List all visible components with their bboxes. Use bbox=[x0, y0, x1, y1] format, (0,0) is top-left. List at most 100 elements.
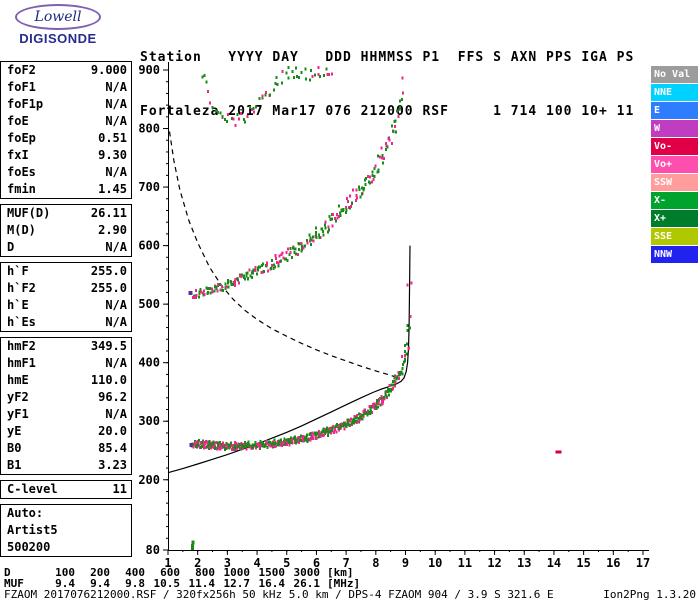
param-row: Artist5 bbox=[1, 522, 131, 539]
lowell-digisonde-logo: Lowell DIGISONDE bbox=[8, 4, 108, 46]
isolated-echo bbox=[190, 544, 194, 551]
trace-f-xmode bbox=[193, 281, 413, 449]
d-muf-cell: 12.7 bbox=[223, 577, 251, 590]
legend-item-ssw: SSW bbox=[651, 174, 698, 191]
param-value: 3.23 bbox=[98, 458, 127, 472]
param-row: B1 3.23 bbox=[1, 457, 131, 474]
param-label: yF1 bbox=[7, 407, 29, 421]
param-label: 500200 bbox=[7, 540, 51, 554]
legend-item-sse: SSE bbox=[651, 228, 698, 245]
param-group: MUF(D) 26.11 M(D) 2.90 D N/A bbox=[0, 204, 132, 257]
isolated-echo bbox=[555, 450, 562, 454]
param-row: Auto: bbox=[1, 505, 131, 522]
param-label: D bbox=[7, 240, 15, 254]
y-tick-label: 600 bbox=[138, 239, 160, 253]
param-value: N/A bbox=[105, 315, 127, 329]
param-label: foEs bbox=[7, 165, 36, 179]
param-label: M(D) bbox=[7, 223, 36, 237]
d-muf-cell: 10.5 bbox=[153, 577, 181, 590]
y-tick-label: 700 bbox=[138, 180, 160, 194]
d-muf-cell: 9.4 bbox=[90, 577, 110, 590]
param-row: MUF(D) 26.11 bbox=[1, 205, 131, 222]
param-group: hmF2 349.5 hmF1 N/A hmE 110.0 yF2 96.2 yF1 N/A yE 2… bbox=[0, 337, 132, 475]
logo-oval: Lowell bbox=[15, 4, 101, 30]
param-row: 500200 bbox=[1, 539, 131, 556]
param-row: fmin 1.45 bbox=[1, 181, 131, 198]
param-row: foF2 9.000 bbox=[1, 62, 131, 79]
axes bbox=[163, 62, 649, 555]
d-muf-cell: MUF bbox=[4, 577, 24, 590]
x-tick-label: 11 bbox=[458, 556, 472, 570]
d-muf-table: D 100 200 400 600 800 1000 1500 3000 [km] MUF 9.4 9.… bbox=[4, 567, 360, 589]
param-value: 2.90 bbox=[98, 223, 127, 237]
param-label: hmF2 bbox=[7, 339, 36, 353]
param-group: foF2 9.000 foF1 N/A foF1p N/A foE N/A foEp 0.51 fx… bbox=[0, 61, 132, 199]
direction-legend: No Val NNE E W Vo- Vo+ SSW X- X+ SSE NNW bbox=[651, 66, 698, 264]
param-row: yE 20.0 bbox=[1, 423, 131, 440]
param-value: 0.51 bbox=[98, 131, 127, 145]
param-row: foF1p N/A bbox=[1, 96, 131, 113]
param-value: 255.0 bbox=[90, 281, 127, 295]
param-label: foF2 bbox=[7, 63, 36, 77]
x-tick-label: 3 bbox=[224, 556, 231, 570]
legend-item-nnw: NNW bbox=[651, 246, 698, 263]
y-tick-label: 500 bbox=[138, 297, 160, 311]
header-column-labels: Station YYYY DAY DDD HHMMSS P1 FFS S AXN… bbox=[140, 50, 635, 65]
logo-digisonde-text: DIGISONDE bbox=[19, 31, 97, 46]
d-muf-cell: 9.4 bbox=[55, 577, 75, 590]
param-label: Auto: bbox=[7, 506, 44, 520]
param-row: yF1 N/A bbox=[1, 406, 131, 423]
param-row: h`F2 255.0 bbox=[1, 280, 131, 297]
legend-item-w: W bbox=[651, 120, 698, 137]
param-row: M(D) 2.90 bbox=[1, 222, 131, 239]
x-tick-label: 16 bbox=[606, 556, 620, 570]
legend-item-noval: No Val bbox=[651, 66, 698, 83]
y-tick-label: 300 bbox=[138, 414, 160, 428]
footer-file-info: FZAOM_2017076212000.RSF / 320fx256h 50 k… bbox=[4, 588, 554, 600]
param-value: 26.11 bbox=[90, 206, 127, 220]
param-label: foEp bbox=[7, 131, 36, 145]
param-row: foEp 0.51 bbox=[1, 130, 131, 147]
d-muf-grid: D 100 200 400 600 800 1000 1500 3000 [km] MUF 9.4 9.… bbox=[4, 567, 360, 589]
d-muf-cell: 16.4 bbox=[258, 577, 286, 590]
y-tick-label: 200 bbox=[138, 473, 160, 487]
param-label: MUF(D) bbox=[7, 206, 51, 220]
param-value: 110.0 bbox=[90, 373, 127, 387]
trace-3f bbox=[201, 65, 333, 128]
param-value: N/A bbox=[105, 407, 127, 421]
y-tick-label: 800 bbox=[138, 122, 160, 136]
param-label: h`Es bbox=[7, 315, 36, 329]
param-row: h`Es N/A bbox=[1, 314, 131, 331]
isolated-echo bbox=[191, 540, 195, 545]
param-value: N/A bbox=[105, 97, 127, 111]
true-height-profile bbox=[167, 245, 411, 474]
x-tick-label: 15 bbox=[576, 556, 590, 570]
d-muf-cell: D bbox=[4, 566, 11, 579]
param-row: fxI 9.30 bbox=[1, 147, 131, 164]
param-row: h`F 255.0 bbox=[1, 263, 131, 280]
param-value: 96.2 bbox=[98, 390, 127, 404]
x-tick-label: 2 bbox=[194, 556, 201, 570]
param-row: h`E N/A bbox=[1, 297, 131, 314]
logo-lowell-text: Lowell bbox=[34, 9, 82, 25]
param-value: 1.45 bbox=[98, 182, 127, 196]
param-label: C-level bbox=[7, 482, 58, 496]
d-muf-row: MUF 9.4 9.4 9.8 10.5 11.4 12.7 16.4 26.1 [MHz] bbox=[4, 578, 360, 589]
param-group: Auto: Artist5 500200 bbox=[0, 504, 132, 557]
d-muf-cell: 3000 bbox=[293, 566, 321, 579]
param-value: N/A bbox=[105, 356, 127, 370]
param-row: hmF2 349.5 bbox=[1, 338, 131, 355]
param-value: N/A bbox=[105, 80, 127, 94]
param-value: 349.5 bbox=[90, 339, 127, 353]
isolated-echo bbox=[192, 296, 197, 300]
legend-item-vo-: Vo- bbox=[651, 138, 698, 155]
d-muf-cell: 800 bbox=[195, 566, 215, 579]
param-row: foEs N/A bbox=[1, 164, 131, 181]
param-label: B0 bbox=[7, 441, 22, 455]
y-tick-label: 900 bbox=[138, 63, 160, 77]
param-value: 20.0 bbox=[98, 424, 127, 438]
x-tick-label: 4 bbox=[253, 556, 260, 570]
legend-item-vo+: Vo+ bbox=[651, 156, 698, 173]
